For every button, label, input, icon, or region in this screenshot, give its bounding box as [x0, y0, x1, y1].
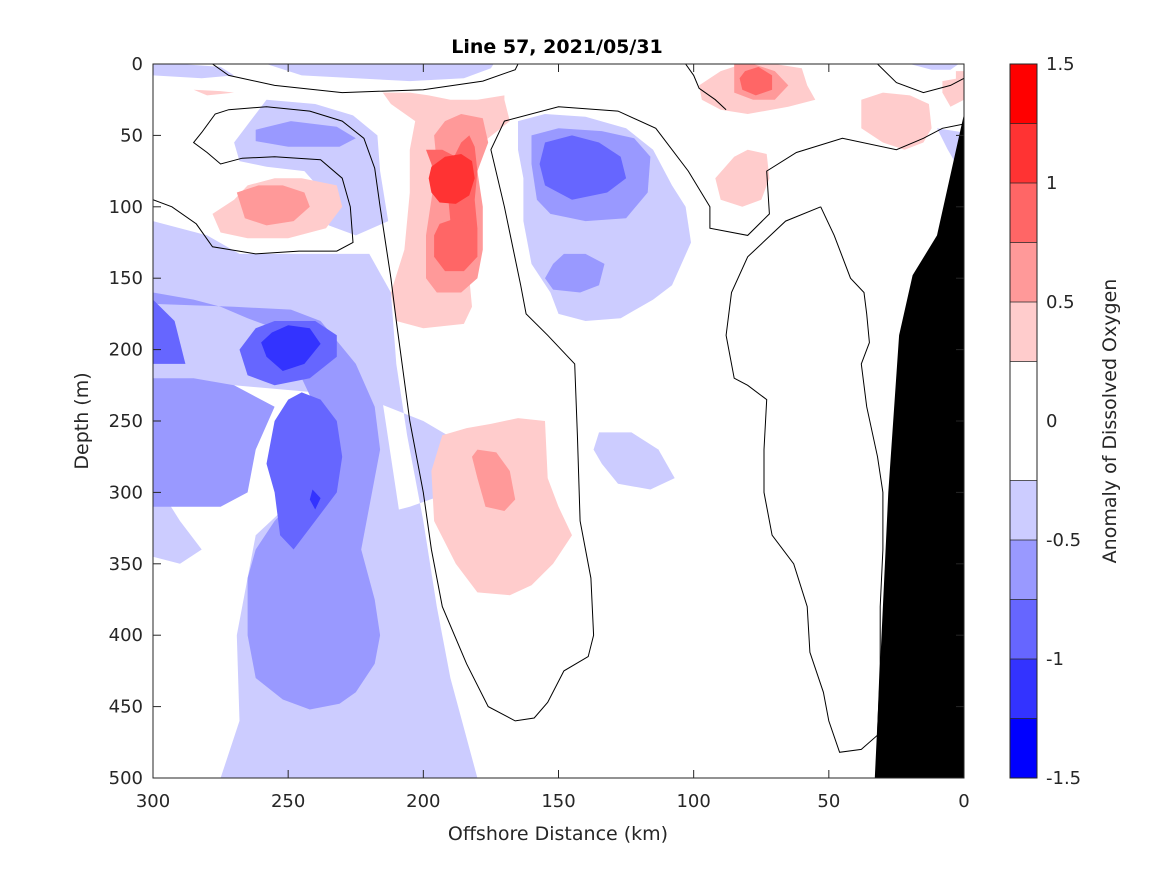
anomaly-region-18 — [266, 392, 343, 550]
plot-frame — [152, 63, 965, 779]
colorbar-label: Anomaly of Dissolved Oxygen — [1099, 279, 1121, 564]
colorbar-segment — [1010, 242, 1037, 302]
colorbar-tick-label: -0.5 — [1046, 530, 1081, 551]
anomaly-region-10 — [153, 292, 381, 710]
y-tick-label: 450 — [109, 697, 143, 718]
colorbar-segment — [1010, 659, 1037, 719]
y-tick-label: 350 — [109, 554, 143, 575]
y-tick-label: 200 — [109, 340, 143, 361]
zero-contour-line-1 — [685, 64, 727, 111]
colorbar-segment — [1010, 183, 1037, 243]
anomaly-region-29 — [942, 78, 964, 107]
colorbar: 1.5 1 0.5 0 -0.5 -1 -1.5 — [1009, 54, 1081, 789]
colorbar-tick-label: -1.5 — [1046, 768, 1081, 789]
x-tick-label: 100 — [676, 791, 710, 812]
colorbar-segment — [1010, 64, 1037, 124]
x-tick-label: 250 — [271, 791, 305, 812]
colorbar-tick-label: 1 — [1046, 173, 1057, 194]
anomaly-region-32 — [236, 185, 310, 226]
y-tick-label: 50 — [120, 125, 143, 146]
colorbar-segment — [1010, 361, 1037, 481]
colorbar-segment — [1010, 480, 1037, 540]
anomaly-region-5 — [266, 64, 494, 82]
zero-contours — [153, 64, 964, 753]
colorbar-segment — [1010, 599, 1037, 659]
zero-contour-line-0 — [212, 64, 519, 94]
x-tick-label: 50 — [817, 791, 840, 812]
y-tick-label: 100 — [109, 197, 143, 218]
x-tick-label: 200 — [406, 791, 440, 812]
x-tick-label: 150 — [541, 791, 575, 812]
colorbar-segment — [1010, 123, 1037, 183]
y-tick-label: 0 — [132, 54, 143, 75]
plot-area — [153, 64, 964, 778]
anomaly-region-14 — [545, 253, 605, 293]
y-tick-label: 150 — [109, 268, 143, 289]
anomaly-region-4 — [153, 64, 235, 79]
anomaly-region-26 — [715, 149, 770, 207]
zero-contour-line-3 — [153, 106, 964, 722]
anomaly-region-33 — [472, 449, 516, 511]
y-axis: 0 50 100 150 200 250 300 350 400 450 500 — [109, 54, 964, 789]
colorbar-segment — [1010, 302, 1037, 362]
anomaly-region-39 — [428, 154, 475, 204]
colorbar-tick-label: -1 — [1046, 649, 1064, 670]
colorbar-frame — [1009, 63, 1038, 779]
colorbar-tick-label: 0.5 — [1046, 292, 1075, 313]
anomaly-region-15 — [153, 299, 186, 364]
x-tick-label: 300 — [136, 791, 170, 812]
y-axis-label: Depth (m) — [71, 372, 93, 469]
x-tick-label: 0 — [958, 791, 969, 812]
colorbar-tick-label: 0 — [1046, 411, 1057, 432]
anomaly-region-7 — [593, 432, 675, 490]
zero-contour-line-4 — [725, 206, 884, 753]
seafloor-polygon — [874, 114, 964, 778]
anomaly-region-38 — [739, 66, 773, 96]
zero-contour-line-2 — [877, 64, 964, 94]
y-tick-label: 250 — [109, 411, 143, 432]
anomaly-region-27 — [861, 92, 932, 150]
anomaly-region-12 — [255, 121, 356, 147]
anomaly-region-11 — [153, 378, 275, 507]
anomaly-region-37 — [434, 218, 478, 272]
x-axis-label: Offshore Distance (km) — [448, 823, 668, 845]
x-axis: 300 250 200 150 100 50 0 — [136, 64, 970, 812]
chart-title: Line 57, 2021/05/31 — [451, 36, 663, 58]
y-tick-label: 300 — [109, 482, 143, 503]
anomaly-region-21 — [309, 489, 321, 510]
y-tick-label: 400 — [109, 625, 143, 646]
colorbar-segment — [1010, 540, 1037, 600]
anomaly-region-19 — [539, 135, 627, 200]
y-tick-label: 500 — [109, 768, 143, 789]
anomaly-region-20 — [261, 325, 321, 371]
anomaly-region-9 — [909, 64, 959, 70]
colorbar-segment — [1010, 718, 1037, 778]
seafloor-bathymetry — [874, 114, 964, 778]
colorbar-tick-label: 1.5 — [1046, 54, 1075, 75]
anomaly-fills — [153, 64, 964, 778]
anomaly-region-30 — [193, 89, 235, 96]
